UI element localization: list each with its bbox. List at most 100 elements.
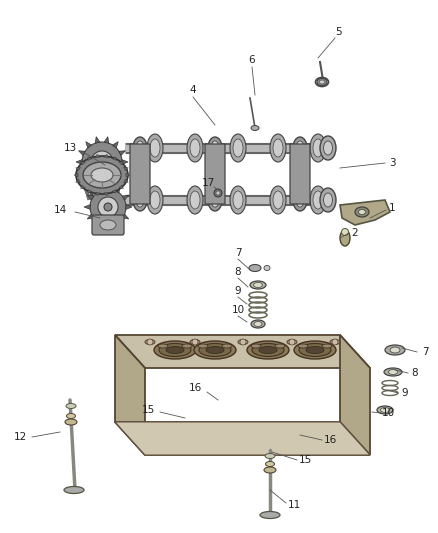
Circle shape bbox=[289, 339, 295, 345]
Circle shape bbox=[104, 203, 112, 211]
Ellipse shape bbox=[64, 487, 84, 494]
Ellipse shape bbox=[91, 168, 113, 182]
Ellipse shape bbox=[390, 347, 400, 353]
Bar bbox=[78, 168, 82, 175]
Bar bbox=[80, 175, 85, 181]
Ellipse shape bbox=[230, 134, 246, 162]
Polygon shape bbox=[115, 335, 370, 368]
Ellipse shape bbox=[270, 186, 286, 214]
Text: 16: 16 bbox=[323, 435, 337, 445]
Ellipse shape bbox=[66, 403, 76, 408]
Circle shape bbox=[240, 339, 246, 345]
Polygon shape bbox=[124, 167, 128, 171]
Ellipse shape bbox=[330, 340, 340, 344]
Polygon shape bbox=[106, 183, 110, 189]
Polygon shape bbox=[115, 335, 145, 455]
Ellipse shape bbox=[358, 209, 365, 214]
Polygon shape bbox=[74, 173, 78, 177]
Ellipse shape bbox=[251, 125, 259, 131]
Text: 14: 14 bbox=[53, 205, 67, 215]
Ellipse shape bbox=[252, 343, 284, 357]
Ellipse shape bbox=[265, 462, 275, 466]
Polygon shape bbox=[119, 185, 124, 189]
Text: 10: 10 bbox=[381, 408, 395, 418]
Circle shape bbox=[90, 189, 126, 225]
Ellipse shape bbox=[133, 189, 147, 211]
Ellipse shape bbox=[199, 343, 231, 357]
Text: 9: 9 bbox=[402, 388, 408, 398]
Polygon shape bbox=[95, 155, 100, 158]
Circle shape bbox=[91, 151, 113, 173]
Polygon shape bbox=[113, 176, 118, 182]
Text: 12: 12 bbox=[14, 432, 27, 442]
Polygon shape bbox=[81, 185, 85, 189]
Polygon shape bbox=[87, 214, 94, 219]
Polygon shape bbox=[113, 142, 118, 148]
Ellipse shape bbox=[254, 282, 262, 287]
Polygon shape bbox=[86, 142, 92, 148]
Polygon shape bbox=[84, 205, 90, 209]
Text: 3: 3 bbox=[389, 158, 396, 168]
Polygon shape bbox=[76, 180, 81, 183]
Text: 6: 6 bbox=[249, 55, 255, 65]
Polygon shape bbox=[81, 161, 85, 165]
Ellipse shape bbox=[287, 340, 297, 344]
Text: 17: 17 bbox=[201, 178, 215, 188]
Polygon shape bbox=[78, 151, 85, 156]
Ellipse shape bbox=[147, 134, 163, 162]
Ellipse shape bbox=[317, 78, 327, 85]
Ellipse shape bbox=[293, 189, 307, 211]
Ellipse shape bbox=[377, 406, 393, 414]
Polygon shape bbox=[122, 214, 129, 219]
Ellipse shape bbox=[306, 346, 324, 353]
Text: 7: 7 bbox=[422, 347, 428, 357]
Ellipse shape bbox=[208, 137, 222, 159]
Text: 13: 13 bbox=[64, 143, 77, 153]
Ellipse shape bbox=[76, 156, 128, 194]
Polygon shape bbox=[124, 180, 128, 183]
Bar bbox=[82, 181, 87, 188]
Ellipse shape bbox=[208, 189, 222, 211]
Ellipse shape bbox=[313, 139, 323, 157]
Ellipse shape bbox=[320, 136, 336, 160]
Ellipse shape bbox=[298, 344, 308, 348]
Polygon shape bbox=[115, 422, 370, 455]
Polygon shape bbox=[78, 168, 85, 173]
Ellipse shape bbox=[198, 344, 208, 348]
Ellipse shape bbox=[158, 344, 168, 348]
Ellipse shape bbox=[145, 340, 155, 344]
Polygon shape bbox=[115, 221, 120, 228]
Ellipse shape bbox=[190, 191, 200, 209]
Circle shape bbox=[147, 339, 153, 345]
Circle shape bbox=[216, 191, 220, 195]
Text: 15: 15 bbox=[298, 455, 311, 465]
Ellipse shape bbox=[296, 193, 304, 207]
Ellipse shape bbox=[150, 139, 160, 157]
Polygon shape bbox=[112, 157, 116, 160]
Ellipse shape bbox=[294, 341, 336, 359]
Polygon shape bbox=[122, 159, 128, 164]
Ellipse shape bbox=[251, 320, 265, 328]
FancyBboxPatch shape bbox=[92, 215, 124, 235]
Ellipse shape bbox=[182, 344, 192, 348]
Ellipse shape bbox=[249, 264, 261, 271]
Polygon shape bbox=[95, 136, 100, 143]
Ellipse shape bbox=[293, 137, 307, 159]
Ellipse shape bbox=[342, 229, 349, 236]
Text: 8: 8 bbox=[235, 267, 241, 277]
Polygon shape bbox=[106, 225, 110, 231]
Bar bbox=[86, 193, 91, 200]
Circle shape bbox=[98, 197, 118, 217]
Circle shape bbox=[82, 142, 122, 182]
Ellipse shape bbox=[154, 341, 196, 359]
Polygon shape bbox=[86, 176, 92, 182]
Polygon shape bbox=[115, 186, 120, 193]
Ellipse shape bbox=[264, 265, 270, 271]
Ellipse shape bbox=[100, 220, 116, 230]
Text: 1: 1 bbox=[389, 203, 396, 213]
Text: 2: 2 bbox=[352, 228, 358, 238]
Polygon shape bbox=[122, 195, 129, 200]
Polygon shape bbox=[88, 190, 92, 193]
Ellipse shape bbox=[190, 139, 200, 157]
Text: 5: 5 bbox=[335, 27, 341, 37]
